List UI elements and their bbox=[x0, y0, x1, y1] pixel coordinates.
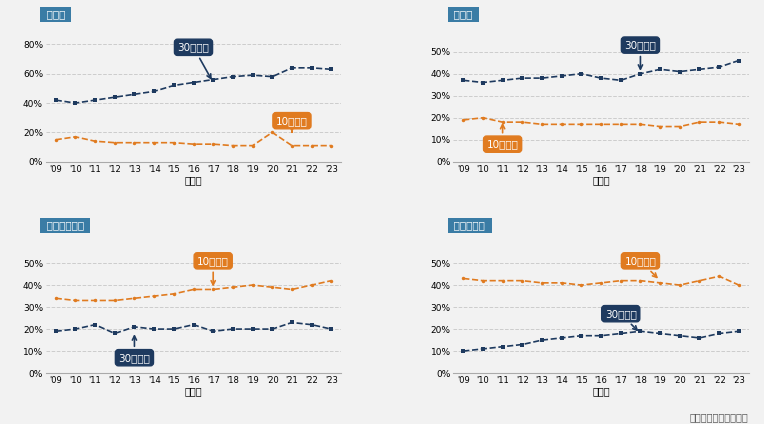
Text: 東京商工リサーチ調べ: 東京商工リサーチ調べ bbox=[690, 412, 749, 422]
Text: 10年未満: 10年未満 bbox=[487, 125, 519, 149]
Text: 10年未満: 10年未満 bbox=[197, 256, 229, 285]
X-axis label: （年）: （年） bbox=[592, 386, 610, 396]
Text: 10年未満: 10年未満 bbox=[624, 256, 657, 277]
X-axis label: （年）: （年） bbox=[185, 175, 202, 185]
X-axis label: （年）: （年） bbox=[185, 386, 202, 396]
Text: サービス業他: サービス業他 bbox=[43, 220, 88, 231]
Text: 製造業: 製造業 bbox=[43, 9, 69, 19]
Text: 情報通信業: 情報通信業 bbox=[451, 220, 489, 231]
X-axis label: （年）: （年） bbox=[592, 175, 610, 185]
Text: 30年以上: 30年以上 bbox=[177, 42, 211, 78]
Text: 30年以上: 30年以上 bbox=[624, 40, 656, 69]
Text: 30年以上: 30年以上 bbox=[118, 336, 151, 363]
Text: 卸売業: 卸売業 bbox=[451, 9, 477, 19]
Text: 10年未満: 10年未満 bbox=[276, 116, 308, 132]
Text: 30年以上: 30年以上 bbox=[605, 309, 637, 330]
